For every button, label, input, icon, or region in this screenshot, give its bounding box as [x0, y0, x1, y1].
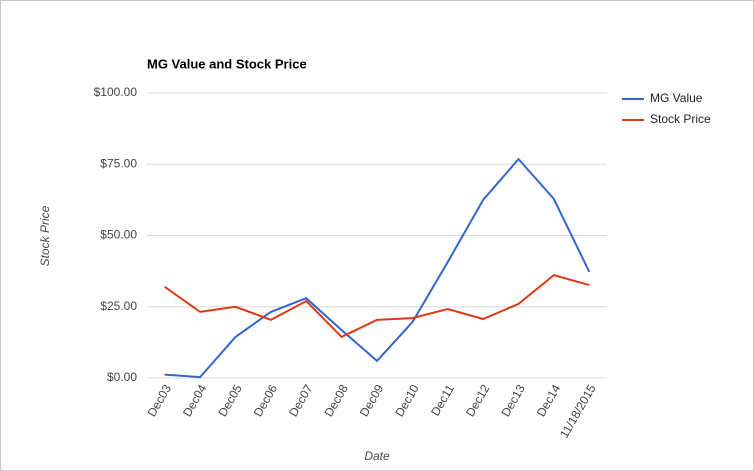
y-tick-label: $75.00	[100, 156, 137, 170]
series-line	[164, 157, 591, 379]
chart-title: MG Value and Stock Price	[147, 56, 307, 71]
legend-label: Stock Price	[650, 112, 711, 126]
series-line	[164, 274, 590, 339]
y-tick-label: $50.00	[100, 228, 137, 242]
x-axis-title: Date	[364, 449, 390, 463]
y-tick-label: $100.00	[94, 85, 138, 99]
y-tick-label: $0.00	[107, 370, 137, 384]
y-axis-title: Stock Price	[38, 205, 52, 266]
y-tick-label: $25.00	[100, 299, 137, 313]
legend-label: MG Value	[650, 91, 703, 105]
